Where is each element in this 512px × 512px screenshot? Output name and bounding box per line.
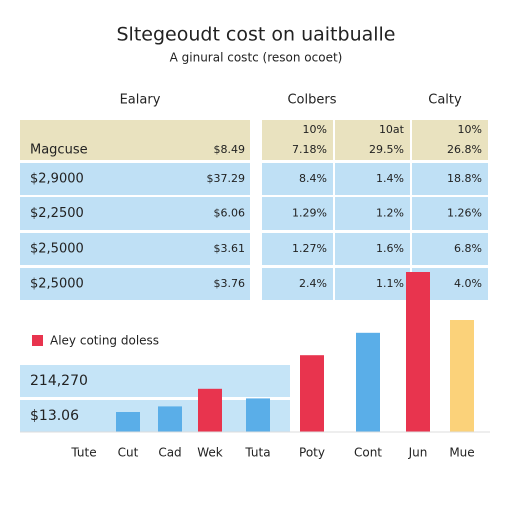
bar [356, 332, 380, 432]
legend-label: Aley coting doless [50, 334, 159, 348]
row-background [335, 197, 410, 230]
cell: 29.5% [369, 143, 404, 156]
row-background [262, 120, 333, 160]
bar [246, 398, 270, 432]
cell: $8.49 [214, 143, 246, 156]
cell: 10at [379, 123, 405, 136]
bar [406, 272, 430, 432]
cell: 1.2% [376, 207, 404, 220]
x-tick-label: Cont [354, 446, 382, 460]
cell: 7.18% [292, 143, 327, 156]
subtitle: A ginural costc (reson ocoet) [170, 51, 343, 65]
legend-swatch [32, 335, 43, 346]
cell: 4.0% [454, 277, 482, 290]
row-background [20, 197, 250, 230]
x-tick-label: Cad [158, 446, 181, 460]
cell: 1.4% [376, 172, 404, 185]
row-background [335, 233, 410, 265]
cell: 6.8% [454, 242, 482, 255]
cell: $37.29 [207, 172, 246, 185]
row-background [412, 120, 488, 160]
x-tick-label: Tuta [244, 446, 270, 460]
x-tick-label: Mue [449, 446, 474, 460]
cell: 1.6% [376, 242, 404, 255]
row-background [335, 163, 410, 195]
row-background [412, 233, 488, 265]
row-background [20, 233, 250, 265]
row-background [20, 163, 250, 195]
x-tick-label: Tute [70, 446, 96, 460]
bar [300, 355, 324, 432]
cell: 10% [303, 123, 327, 136]
row-label: $2,9000 [30, 172, 84, 187]
column-header: Colbers [287, 93, 336, 108]
cell: 1.1% [376, 277, 404, 290]
row-background [262, 233, 333, 265]
band-label: 214,270 [30, 373, 88, 389]
row-label: $2,5000 [30, 242, 84, 257]
cell: $3.76 [214, 277, 246, 290]
band [20, 365, 290, 397]
cell: 1.29% [292, 207, 327, 220]
cell: 10% [458, 123, 482, 136]
row-background [262, 163, 333, 195]
row-background [335, 120, 410, 160]
column-header: Calty [428, 93, 462, 108]
x-tick-label: Poty [299, 446, 325, 460]
title: Sltegeoudt cost on uaitbualle [116, 24, 395, 46]
cell: $6.06 [214, 207, 246, 220]
row-background [335, 268, 410, 300]
row-label: Magcuse [30, 143, 88, 158]
row-background [262, 268, 333, 300]
bar [198, 388, 222, 432]
cell: 18.8% [447, 172, 482, 185]
bar [116, 412, 140, 432]
cell: 1.27% [292, 242, 327, 255]
cell: 1.26% [447, 207, 482, 220]
cell: 2.4% [299, 277, 327, 290]
x-tick-label: Wek [197, 446, 223, 460]
row-background [20, 268, 250, 300]
bar [450, 320, 474, 432]
row-background [412, 197, 488, 230]
cell: $3.61 [214, 242, 246, 255]
row-label: $2,5000 [30, 277, 84, 292]
bar [158, 406, 182, 432]
x-tick-label: Jun [408, 446, 428, 460]
band [20, 400, 290, 432]
row-background [412, 163, 488, 195]
row-background [20, 120, 250, 160]
cell: 8.4% [299, 172, 327, 185]
band-label: $13.06 [30, 408, 79, 424]
column-header: Ealary [120, 93, 161, 108]
cell: 26.8% [447, 143, 482, 156]
row-background [262, 197, 333, 230]
x-tick-label: Cut [118, 446, 139, 460]
row-label: $2,2500 [30, 206, 84, 221]
